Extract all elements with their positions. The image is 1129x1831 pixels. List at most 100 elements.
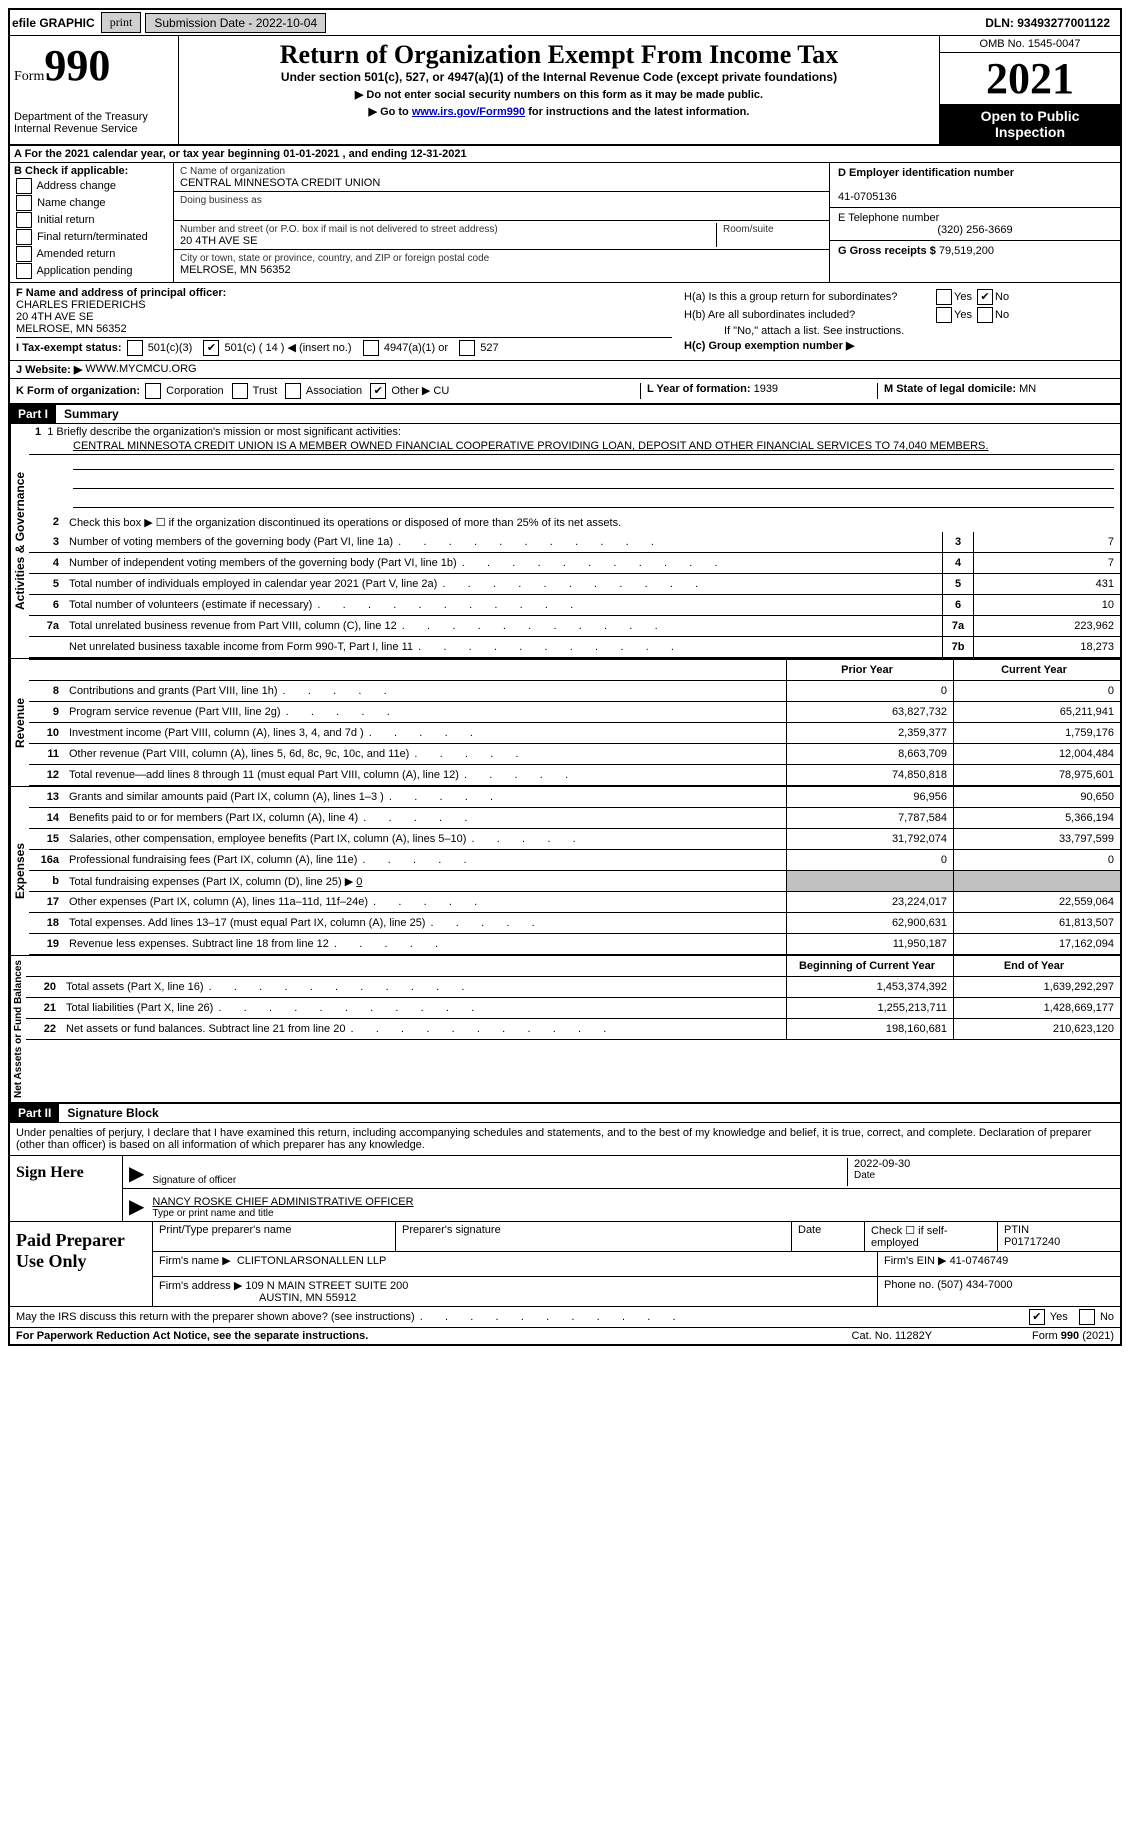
summary-line: 19Revenue less expenses. Subtract line 1… <box>29 934 1120 955</box>
firm-addr1: 109 N MAIN STREET SUITE 200 <box>245 1280 408 1292</box>
form-990-page: efile GRAPHIC print Submission Date - 20… <box>8 8 1122 1346</box>
firm-name: CLIFTONLARSONALLEN LLP <box>237 1255 387 1267</box>
sig-date: 2022-09-30 <box>854 1158 910 1170</box>
signature-block: Under penalties of perjury, I declare th… <box>10 1123 1120 1328</box>
cb-501c3[interactable] <box>127 340 143 356</box>
summary-line: 20Total assets (Part X, line 16)1,453,37… <box>26 977 1120 998</box>
activities-governance-label: Activities & Governance <box>10 424 29 658</box>
part2-header: Part IISignature Block <box>10 1104 1120 1123</box>
section-bcd: B Check if applicable: Address change Na… <box>10 163 1120 283</box>
year-formation: 1939 <box>754 383 778 395</box>
cb-501c[interactable] <box>203 340 219 356</box>
summary-line: 11Other revenue (Part VIII, column (A), … <box>29 744 1120 765</box>
firm-ein: 41-0746749 <box>950 1255 1009 1267</box>
summary-line: 7aTotal unrelated business revenue from … <box>29 616 1120 637</box>
cb-app-pending[interactable] <box>16 263 32 279</box>
discuss-row: May the IRS discuss this return with the… <box>10 1306 1120 1328</box>
cb-hb-no[interactable] <box>977 307 993 323</box>
perjury-declaration: Under penalties of perjury, I declare th… <box>10 1123 1120 1155</box>
revenue-label: Revenue <box>10 659 29 786</box>
form-title: Return of Organization Exempt From Incom… <box>183 40 935 70</box>
sign-here-label: Sign Here <box>10 1156 122 1221</box>
cb-ha-no[interactable] <box>977 289 993 305</box>
form-label: Form <box>14 69 44 84</box>
firm-phone: (507) 434-7000 <box>937 1279 1012 1291</box>
part1-header: Part ISummary <box>10 405 1120 424</box>
cb-corp[interactable] <box>145 383 161 399</box>
org-name: CENTRAL MINNESOTA CREDIT UNION <box>180 177 380 189</box>
summary-line: 14Benefits paid to or for members (Part … <box>29 808 1120 829</box>
col-b-checkboxes: B Check if applicable: Address change Na… <box>10 163 174 282</box>
summary-line: 22Net assets or fund balances. Subtract … <box>26 1019 1120 1040</box>
summary-line: Net unrelated business taxable income fr… <box>29 637 1120 658</box>
expenses-label: Expenses <box>10 787 29 955</box>
paid-preparer-label: Paid Preparer Use Only <box>10 1222 152 1306</box>
signature-arrow-icon: ▶ <box>129 1194 144 1219</box>
summary-line: 15Salaries, other compensation, employee… <box>29 829 1120 850</box>
cb-trust[interactable] <box>232 383 248 399</box>
tax-year: 2021 <box>940 53 1120 104</box>
ptin: P01717240 <box>1004 1236 1060 1248</box>
col-c-org-info: C Name of organization CENTRAL MINNESOTA… <box>174 163 829 282</box>
officer-city: MELROSE, MN 56352 <box>16 323 672 335</box>
state-domicile: MN <box>1019 383 1036 395</box>
omb-number: OMB No. 1545-0047 <box>940 36 1120 53</box>
col-d-ein-phone: D Employer identification number 41-0705… <box>829 163 1120 282</box>
form-subtitle: Under section 501(c), 527, or 4947(a)(1)… <box>183 70 935 84</box>
cb-other[interactable] <box>370 383 386 399</box>
page-footer: For Paperwork Reduction Act Notice, see … <box>10 1328 1120 1344</box>
print-button[interactable]: print <box>101 12 142 33</box>
cb-assoc[interactable] <box>285 383 301 399</box>
cb-hb-yes[interactable] <box>936 307 952 323</box>
dept-treasury: Department of the Treasury <box>14 111 174 123</box>
summary-line: 9Program service revenue (Part VIII, lin… <box>29 702 1120 723</box>
summary-line: 6Total number of volunteers (estimate if… <box>29 595 1120 616</box>
cb-amended[interactable] <box>16 246 32 262</box>
summary-line: 12Total revenue—add lines 8 through 11 (… <box>29 765 1120 786</box>
cb-discuss-yes[interactable] <box>1029 1309 1045 1325</box>
mission-block: 1 1 Briefly describe the organization's … <box>29 424 1120 508</box>
submission-date: Submission Date - 2022-10-04 <box>145 13 326 33</box>
instr-1: ▶ Do not enter social security numbers o… <box>183 88 935 101</box>
row-j-website: J Website: ▶ WWW.MYCMCU.ORG <box>10 361 1120 379</box>
instr-2: ▶ Go to www.irs.gov/Form990 for instruct… <box>183 105 935 118</box>
section-fh: F Name and address of principal officer:… <box>10 283 1120 361</box>
mission-text: CENTRAL MINNESOTA CREDIT UNION IS A MEMB… <box>29 440 1120 455</box>
cb-initial-return[interactable] <box>16 212 32 228</box>
cb-4947[interactable] <box>363 340 379 356</box>
row-a-tax-year: A For the 2021 calendar year, or tax yea… <box>10 146 1120 163</box>
topbar: efile GRAPHIC print Submission Date - 20… <box>10 10 1120 36</box>
officer-street: 20 4TH AVE SE <box>16 311 672 323</box>
row-klm: K Form of organization: Corporation Trus… <box>10 379 1120 405</box>
netassets-label: Net Assets or Fund Balances <box>10 956 26 1102</box>
cb-discuss-no[interactable] <box>1079 1309 1095 1325</box>
open-to-public: Open to Public Inspection <box>940 104 1120 144</box>
summary-line: 21Total liabilities (Part X, line 26)1,2… <box>26 998 1120 1019</box>
cb-final-return[interactable] <box>16 229 32 245</box>
instructions-link[interactable]: www.irs.gov/Form990 <box>412 106 525 118</box>
signature-arrow-icon: ▶ <box>129 1161 144 1186</box>
phone: (320) 256-3669 <box>838 224 1112 236</box>
dln: DLN: 93493277001122 <box>985 16 1118 30</box>
firm-addr2: AUSTIN, MN 55912 <box>259 1292 356 1304</box>
summary-line: 13Grants and similar amounts paid (Part … <box>29 787 1120 808</box>
summary-line: 8Contributions and grants (Part VIII, li… <box>29 681 1120 702</box>
officer-name: CHARLES FRIEDERICHS <box>16 299 672 311</box>
cb-address-change[interactable] <box>16 178 32 194</box>
cb-ha-yes[interactable] <box>936 289 952 305</box>
summary-line: 16aProfessional fundraising fees (Part I… <box>29 850 1120 871</box>
website: WWW.MYCMCU.ORG <box>85 363 196 376</box>
summary-line: 4Number of independent voting members of… <box>29 553 1120 574</box>
summary-line: 18Total expenses. Add lines 13–17 (must … <box>29 913 1120 934</box>
form-number: 990 <box>44 41 110 90</box>
form-header: Form990 Department of the Treasury Inter… <box>10 36 1120 146</box>
summary-line: 3Number of voting members of the governi… <box>29 532 1120 553</box>
cb-name-change[interactable] <box>16 195 32 211</box>
efile-label: efile GRAPHIC <box>12 16 95 30</box>
irs-label: Internal Revenue Service <box>14 123 174 135</box>
org-city: MELROSE, MN 56352 <box>180 264 291 276</box>
summary-line: 10Investment income (Part VIII, column (… <box>29 723 1120 744</box>
summary-line: bTotal fundraising expenses (Part IX, co… <box>29 871 1120 892</box>
cb-527[interactable] <box>459 340 475 356</box>
gross-receipts: 79,519,200 <box>939 245 994 257</box>
